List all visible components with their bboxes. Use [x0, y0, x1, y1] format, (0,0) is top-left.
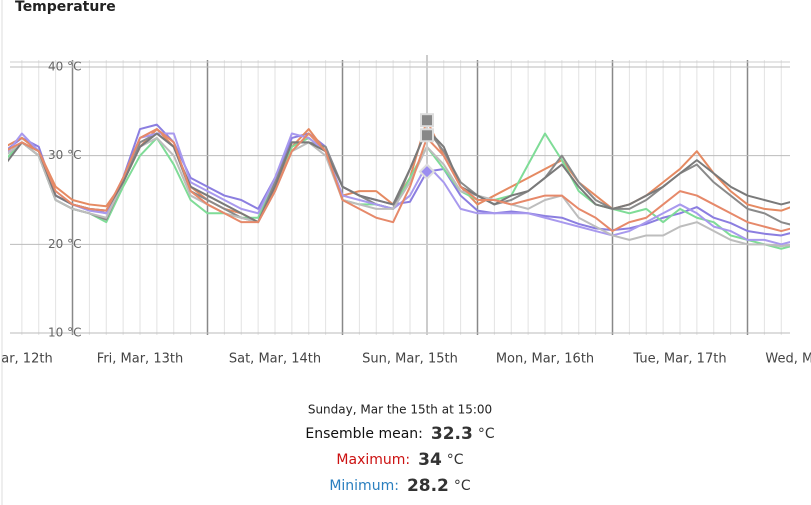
x-tick-label: Sun, Mar, 15th: [362, 352, 458, 367]
hover-marker: [420, 113, 434, 128]
tooltip-label: Minimum:: [329, 478, 399, 494]
chart-title: Temperature: [15, 0, 116, 15]
tooltip-value: 28.2: [407, 476, 449, 496]
y-tick-label: 30 °C: [48, 148, 81, 162]
x-tick-label: Thu, Mar, 12th: [0, 352, 53, 367]
series-line: [8, 128, 790, 233]
y-tick-label: 20 °C: [48, 237, 81, 251]
tooltip-row: Ensemble mean: 32.3 °C: [305, 424, 494, 444]
tooltip-row: Maximum: 34 °C: [336, 450, 463, 470]
x-tick-label: Sat, Mar, 14th: [229, 352, 321, 367]
hover-marker: [420, 128, 434, 143]
y-tick-label: 10 °C: [48, 326, 81, 340]
series-line: [8, 123, 790, 237]
tooltip-unit: °C: [478, 426, 495, 442]
tooltip-unit: °C: [447, 452, 464, 468]
x-tick-label: Tue, Mar, 17th: [632, 352, 726, 367]
tooltip-title: Sunday, Mar the 15th at 15:00: [308, 403, 492, 417]
hover-marker: [418, 163, 436, 181]
series-line: [8, 132, 790, 250]
y-tick-label: 40 °C: [48, 60, 81, 74]
tooltip-label: Ensemble mean:: [305, 426, 423, 442]
tooltip-unit: °C: [454, 478, 471, 494]
tooltip-value: 34: [418, 450, 442, 470]
x-tick-label: Fri, Mar, 13th: [97, 352, 183, 367]
x-tick-label: Wed, Mar, 18th: [765, 352, 811, 367]
series-line: [8, 128, 790, 224]
x-tick-label: Mon, Mar, 16th: [496, 352, 594, 367]
tooltip-value: 32.3: [431, 424, 473, 444]
tooltip-row: Minimum: 28.2 °C: [329, 476, 471, 496]
tooltip-label: Maximum:: [336, 452, 410, 468]
